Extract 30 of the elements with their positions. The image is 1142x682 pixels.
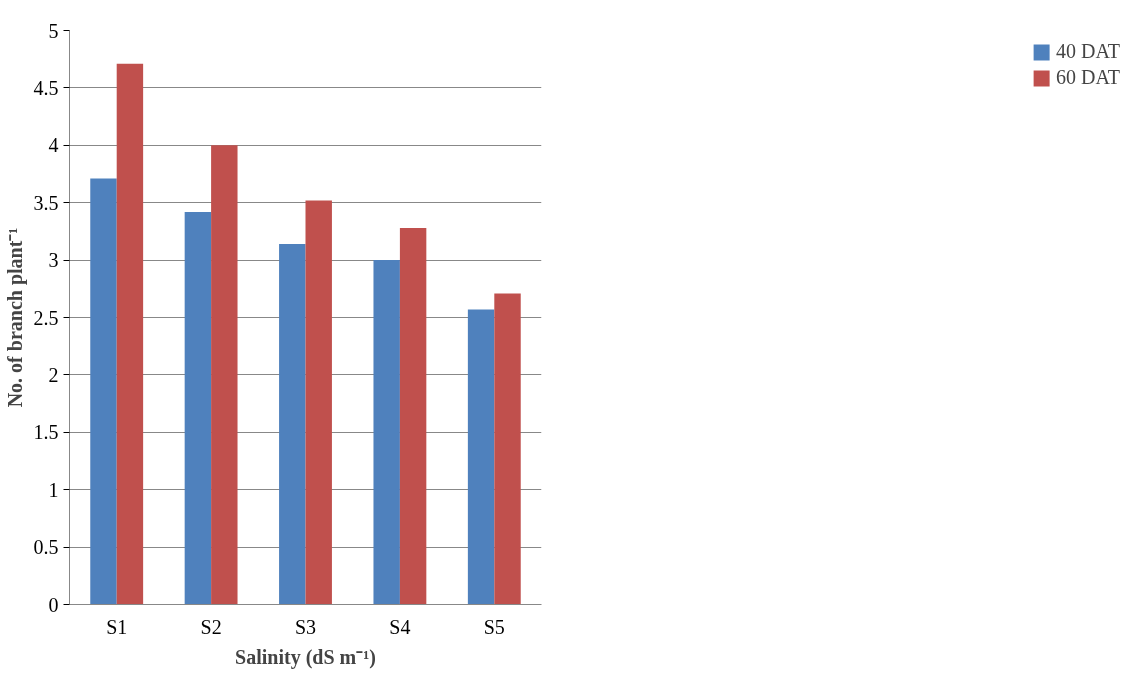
bar — [279, 244, 306, 605]
x-tick-label: S3 — [294, 615, 317, 638]
bar — [494, 293, 521, 605]
bar — [116, 63, 144, 605]
bar — [184, 211, 212, 605]
y-tick-label: 1 — [48, 478, 59, 501]
y-tick-label: 2 — [48, 363, 59, 386]
x-tick-label: S5 — [483, 615, 505, 638]
y-tick-label: 5 — [48, 19, 59, 42]
y-tick-label: 2.5 — [33, 306, 59, 329]
bar — [90, 178, 117, 605]
bar — [211, 145, 238, 605]
y-tick-label: 1.5 — [33, 421, 59, 444]
x-tick-label: S4 — [389, 615, 411, 638]
y-tick-label: 3 — [48, 249, 59, 272]
bar — [305, 200, 332, 605]
y-axis-title: No. of branch plant⁻¹ — [3, 227, 27, 408]
bar — [399, 227, 427, 605]
x-axis-title: Salinity (dS m⁻¹) — [235, 645, 376, 669]
bar — [467, 309, 495, 605]
y-tick-label: 3.5 — [33, 191, 59, 214]
y-tick-label: 0 — [48, 593, 59, 616]
bar — [373, 260, 400, 605]
x-tick-label: S2 — [200, 615, 222, 638]
legend-label: 40 DAT — [1056, 40, 1120, 63]
y-tick-label: 4 — [48, 134, 59, 157]
legend-label: 60 DAT — [1056, 66, 1120, 89]
x-tick-label: S1 — [106, 615, 128, 638]
y-tick-label: 0.5 — [33, 536, 59, 559]
y-tick-label: 4.5 — [33, 76, 59, 99]
